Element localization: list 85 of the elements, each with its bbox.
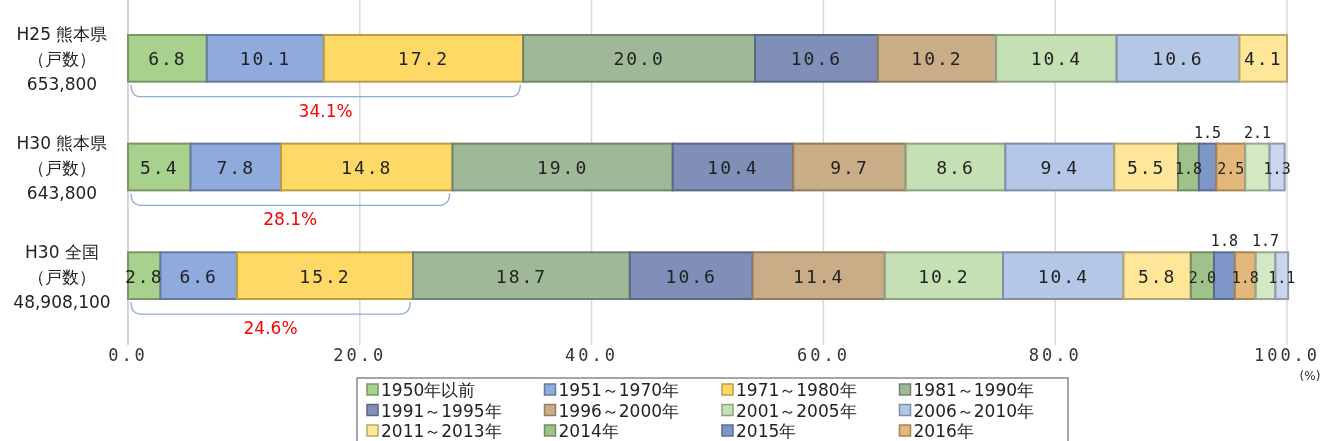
data-label: 17.2 [397,48,450,70]
bar [1004,142,1116,192]
data-label: 10.4 [1037,265,1089,287]
x-tick-label: 80.0 [1028,345,1082,365]
bar [189,142,282,192]
data-label: 10.6 [790,48,843,70]
data-label: 1.8 [1231,268,1259,287]
legend-label: 2014年 [558,421,619,441]
data-label: 10.4 [1030,48,1083,70]
bar [792,142,907,192]
bar [412,251,631,301]
data-label: 10.4 [707,157,759,178]
data-label: 10.2 [911,48,963,70]
bar [876,33,998,83]
data-label: 5.8 [1137,265,1177,287]
bar [127,142,192,192]
data-label: 9.4 [1040,157,1080,178]
x-tick-label: 20.0 [333,345,387,365]
data-label: 4.1 [1243,48,1283,70]
data-label: 15.2 [299,265,351,287]
data-label: 8.6 [936,157,975,178]
bar [751,251,886,301]
data-label: 1.8 [1210,232,1238,251]
data-label: 2.5 [1217,160,1245,178]
data-label: 2.0 [1188,268,1216,287]
data-label: 5.5 [1126,157,1166,178]
legend-label: 2011～2013年 [381,421,502,441]
bar [1238,33,1288,83]
x-tick-label: 40.0 [565,345,619,365]
data-label: 5.4 [140,157,179,178]
data-label: 1.1 [1268,268,1296,287]
bar [671,142,795,192]
bar [322,33,525,83]
x-tick-label: 0.0 [108,345,148,365]
bar [1002,251,1125,301]
bar [522,33,757,83]
data-label: 10.6 [1152,48,1204,70]
bar [904,142,1007,192]
data-label: 10.2 [918,265,970,287]
bar [451,142,674,192]
data-label: 10.1 [239,48,292,70]
data-label: 14.8 [341,157,393,178]
bar [754,33,879,83]
legend-label: 2001～2005年 [736,400,857,421]
x-tick-label: 100.0 [1253,345,1321,365]
y-tick-label: H30 全国（戸数）48,908,100 [13,241,111,312]
data-label: 1.3 [1263,160,1291,178]
y-tick-label: H25 熊本県（戸数）653,800 [16,24,108,95]
data-label: 10.6 [665,265,717,287]
data-label: 2.1 [1243,123,1271,142]
bar [1122,251,1192,301]
data-label: 18.7 [495,265,548,287]
legend-label: 2006～2010年 [913,400,1035,421]
data-label: 6.8 [148,48,187,70]
bar [995,33,1118,83]
legend-label: 1991～1995年 [381,400,502,421]
bar [127,33,208,83]
y-tick-label: H30 熊本県（戸数）643,800 [16,133,108,203]
bar [159,251,238,301]
legend-label: 1981～1990年 [913,380,1035,400]
data-label: 6.6 [179,265,218,287]
data-label: 9.7 [830,157,869,178]
bar [235,251,415,301]
bar [1115,33,1241,83]
data-label: 20.0 [613,48,665,70]
bar [628,251,754,301]
legend-label: 1971～1980年 [736,380,857,400]
data-label: 1.5 [1194,123,1222,142]
bar [205,33,325,83]
data-label: 7.8 [216,157,256,178]
bar [883,251,1005,301]
legend-label: 2016年 [913,421,974,441]
annotation: 34.1% [298,100,353,121]
x-tick-label: 60.0 [796,345,850,365]
data-label: 11.4 [793,265,845,287]
legend-label: 1951～1970年 [558,380,680,400]
x-axis-title: (%) [1299,369,1321,383]
data-label: 1.7 [1252,232,1280,251]
bar [279,142,454,192]
legend-label: 1950年以前 [381,380,476,400]
annotation: 24.6% [243,318,298,339]
annotation: 28.1% [263,209,318,230]
legend-label: 2015年 [736,421,797,441]
data-label: 19.0 [536,157,589,178]
legend-label: 1996～2000年 [558,400,680,421]
